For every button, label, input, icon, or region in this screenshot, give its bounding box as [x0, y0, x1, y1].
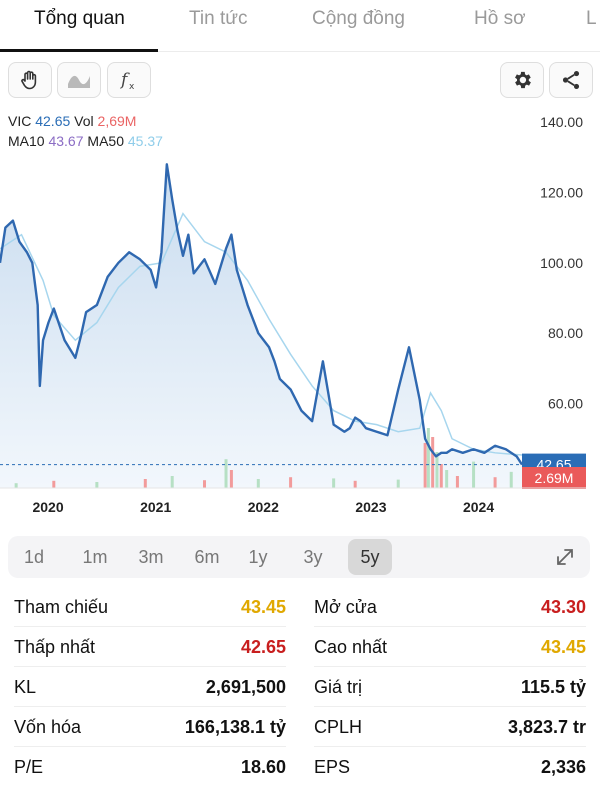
volume-bar — [52, 480, 56, 488]
period-1m[interactable]: 1m — [82, 547, 108, 567]
ma10-label: MA10 — [8, 133, 45, 149]
x-tick-label: 2024 — [463, 499, 494, 515]
volume-bar — [170, 476, 174, 488]
svg-text:f: f — [119, 70, 130, 90]
function-icon: f x — [119, 70, 135, 92]
volume-bar — [435, 452, 439, 488]
stat-value-traded: Giá trị 115.5 tỷ — [314, 668, 586, 707]
ticker-label: VIC — [8, 113, 32, 129]
price-line — [0, 163, 524, 466]
volume-value: 2,69M — [97, 113, 137, 129]
volume-bar — [143, 479, 147, 488]
stat-value: 43.30 — [540, 597, 586, 617]
volume-bar — [202, 480, 206, 488]
stat-market-cap: Vốn hóa 166,138.1 tỷ — [14, 708, 286, 747]
volume-bar — [229, 470, 233, 488]
volume-bar — [14, 483, 18, 488]
volume-bar — [256, 479, 260, 488]
stat-low: Thấp nhất 42.65 — [14, 628, 286, 667]
tab-profile[interactable]: Hồ sơ — [474, 8, 526, 29]
volume-bar — [423, 443, 427, 488]
price-chart[interactable]: 40.0060.0080.00100.00120.00140.002020202… — [0, 108, 600, 528]
volume-bar — [493, 477, 497, 488]
svg-text:x: x — [129, 82, 135, 92]
y-tick-label: 100.00 — [540, 255, 583, 271]
volume-bar — [472, 461, 476, 488]
stat-value: 166,138.1 tỷ — [184, 717, 286, 737]
volume-bar — [439, 464, 443, 488]
volume-bar — [224, 459, 228, 488]
chart-legend-price: VIC 42.65 Vol 2,69M — [8, 113, 136, 129]
period-selector: 1d 1m 3m 6m 1y 3y 5y — [8, 536, 590, 578]
top-tab-bar: Tổng quan Tin tức Cộng đồng Hồ sơ L — [0, 0, 600, 52]
volume-bar — [455, 476, 459, 488]
chart-legend-ma: MA10 43.67 MA50 45.37 — [8, 133, 163, 149]
share-button[interactable] — [549, 62, 593, 98]
x-tick-label: 2022 — [248, 499, 279, 515]
ma10-value: 43.67 — [48, 133, 84, 149]
line-style-button[interactable] — [57, 62, 101, 98]
volume-tag-label: 2.69M — [535, 470, 574, 486]
volume-bar — [289, 477, 293, 488]
stat-value: 3,823.7 tr — [507, 717, 586, 737]
x-tick-label: 2020 — [32, 499, 63, 515]
period-3y[interactable]: 3y — [303, 547, 323, 567]
tab-news[interactable]: Tin tức — [189, 8, 248, 29]
stat-pe: P/E 18.60 — [14, 757, 286, 777]
period-3m[interactable]: 3m — [138, 547, 164, 567]
stat-eps: EPS 2,336 — [314, 757, 586, 777]
settings-button[interactable] — [500, 62, 544, 98]
volume-bar — [353, 480, 357, 488]
draw-tool-button[interactable] — [8, 62, 52, 98]
stat-shares-outstanding: CPLH 3,823.7 tr — [314, 708, 586, 747]
stat-value: 115.5 tỷ — [520, 677, 586, 697]
ma50-value: 45.37 — [127, 133, 163, 149]
volume-tag-bg — [522, 467, 586, 489]
tab-community[interactable]: Cộng đồng — [312, 8, 405, 29]
y-tick-label: 120.00 — [540, 184, 583, 200]
volume-bar — [426, 428, 430, 488]
line-style-icon — [68, 75, 90, 88]
stat-value: 42.65 — [240, 637, 286, 657]
period-6m[interactable]: 6m — [194, 547, 220, 567]
tab-more[interactable]: L — [586, 8, 597, 29]
stat-open: Mở cửa 43.30 — [314, 588, 586, 627]
stat-value: 43.45 — [540, 637, 586, 657]
price-value: 42.65 — [35, 113, 71, 129]
tab-overview[interactable]: Tổng quan — [34, 8, 125, 29]
y-tick-label: 80.00 — [548, 325, 583, 341]
y-tick-label: 140.00 — [540, 114, 583, 130]
volume-bar — [332, 478, 336, 488]
volume-bar — [95, 482, 99, 488]
volume-bar — [396, 479, 400, 488]
share-icon — [562, 71, 580, 89]
price-area — [0, 164, 522, 488]
volume-bar — [431, 437, 435, 488]
stat-value: 2,336 — [540, 757, 586, 777]
volume-bar — [445, 470, 449, 488]
stat-value: 18.60 — [240, 757, 286, 777]
ma50-label: MA50 — [87, 133, 124, 149]
volume-label: Vol — [74, 113, 94, 129]
stat-value: 2,691,500 — [205, 677, 286, 697]
indicator-button[interactable]: f x — [107, 62, 151, 98]
x-tick-label: 2021 — [140, 499, 171, 515]
gear-icon — [515, 71, 531, 89]
stat-volume: KL 2,691,500 — [14, 668, 286, 707]
x-tick-label: 2023 — [355, 499, 386, 515]
volume-bar — [509, 471, 513, 488]
period-5y[interactable]: 5y — [348, 539, 392, 575]
hand-icon — [21, 70, 37, 90]
active-tab-indicator — [0, 49, 158, 52]
stat-reference: Tham chiếu 43.45 — [14, 588, 286, 627]
period-1y[interactable]: 1y — [248, 547, 268, 567]
y-tick-label: 60.00 — [548, 396, 583, 412]
ma50-line — [0, 212, 523, 456]
stat-high: Cao nhất 43.45 — [314, 628, 586, 667]
stat-value: 43.45 — [240, 597, 286, 617]
expand-icon[interactable] — [554, 546, 576, 568]
period-1d[interactable]: 1d — [23, 547, 45, 567]
